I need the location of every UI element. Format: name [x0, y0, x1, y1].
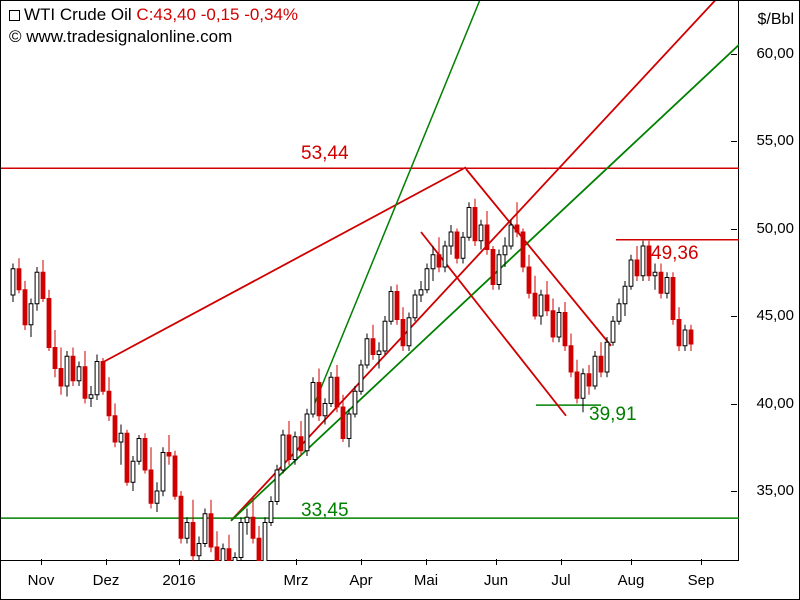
y-axis: $/Bbl 35,00 40,00 45,00 50,00 55,00 60,00: [737, 1, 799, 561]
y-tick-label: 35,00: [756, 482, 794, 499]
x-tick-label: Mai: [414, 572, 438, 589]
y-tick: [731, 141, 737, 142]
x-tick-label: Apr: [349, 572, 372, 589]
x-tick: [561, 559, 562, 565]
x-tick: [361, 559, 362, 565]
x-tick-label: Jul: [551, 572, 570, 589]
x-tick: [296, 559, 297, 565]
price-annotation: 39,91: [589, 404, 637, 426]
candles-layer: [1, 1, 739, 561]
x-axis: Nov Dez 2016 Mrz Apr Mai Jun Jul Aug Sep: [1, 559, 739, 599]
copyright-label: © www.tradesignalonline.com: [9, 27, 232, 47]
x-tick-label: Dez: [93, 572, 120, 589]
chart-container: WTI Crude Oil C:43,40 -0,15 -0,34% © www…: [0, 0, 800, 600]
x-tick-label: Aug: [618, 572, 645, 589]
y-tick-label: 50,00: [756, 220, 794, 237]
y-tick-label: 55,00: [756, 132, 794, 149]
legend-box-icon: [9, 10, 20, 21]
y-tick: [731, 316, 737, 317]
trendlines-layer: [1, 1, 739, 561]
y-tick-label: 40,00: [756, 395, 794, 412]
plot-area: WTI Crude Oil C:43,40 -0,15 -0,34% © www…: [1, 1, 739, 561]
x-tick-label: Nov: [28, 572, 55, 589]
x-tick-label: Sep: [688, 572, 715, 589]
x-tick: [631, 559, 632, 565]
price-annotation: 49,36: [651, 243, 699, 265]
y-axis-title: $/Bbl: [758, 11, 794, 29]
x-tick-label: Jun: [484, 572, 508, 589]
y-tick: [731, 491, 737, 492]
x-tick: [179, 559, 180, 565]
x-tick-label: Mrz: [284, 572, 309, 589]
y-tick: [731, 229, 737, 230]
x-tick: [701, 559, 702, 565]
y-tick: [731, 404, 737, 405]
chart-header: WTI Crude Oil C:43,40 -0,15 -0,34%: [9, 5, 298, 25]
x-tick: [426, 559, 427, 565]
x-tick: [496, 559, 497, 565]
x-tick: [41, 559, 42, 565]
close-label: C:43,40 -0,15 -0,34%: [136, 5, 298, 24]
x-tick-label: 2016: [162, 572, 195, 589]
y-tick-label: 60,00: [756, 45, 794, 62]
symbol-label: WTI Crude Oil: [24, 5, 132, 24]
x-tick: [106, 559, 107, 565]
y-tick: [731, 54, 737, 55]
price-annotation: 53,44: [301, 143, 349, 165]
price-annotation: 33,45: [301, 500, 349, 522]
y-tick-label: 45,00: [756, 307, 794, 324]
